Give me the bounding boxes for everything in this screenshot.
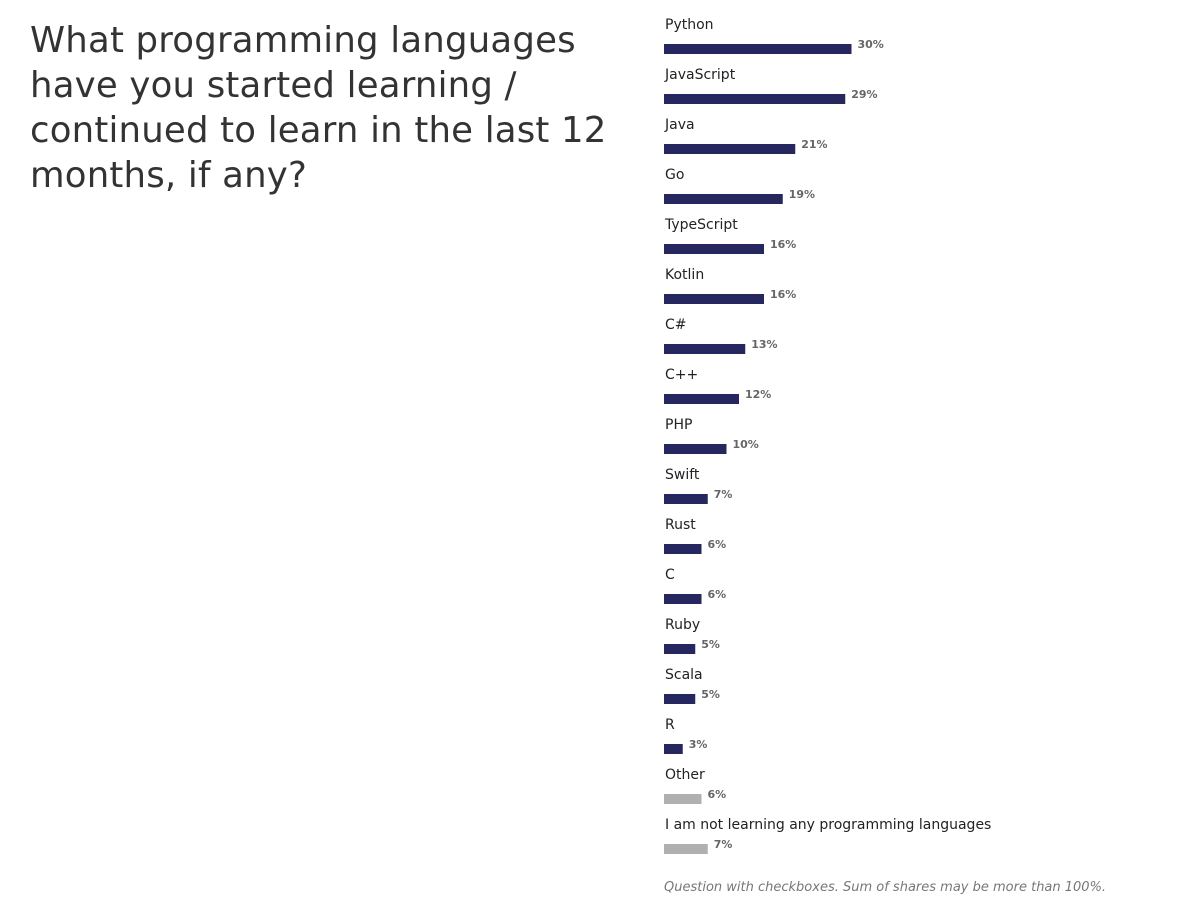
bar [664,194,783,204]
value-label: 6% [708,788,727,801]
category-label: JavaScript [664,67,736,83]
category-label: R [665,717,675,733]
value-label: 19% [789,188,815,201]
value-label: 13% [751,338,777,351]
value-label: 7% [714,838,733,851]
value-label: 3% [689,738,708,751]
bar [664,644,696,654]
value-label: 29% [851,88,877,101]
value-label: 16% [770,238,796,251]
category-label: PHP [665,417,692,433]
category-label: Python [665,17,714,33]
category-label: Swift [665,467,700,483]
bar [664,344,746,354]
value-label: 7% [714,488,733,501]
value-label: 10% [733,438,759,451]
category-label: C [665,567,675,583]
value-label: 16% [770,288,796,301]
value-label: 6% [708,588,727,601]
bar [664,794,702,804]
category-label: C++ [665,367,698,383]
bar [664,844,708,854]
category-label: Rust [665,517,696,533]
bar [664,94,846,104]
question-title: What programming languages have you star… [30,20,607,196]
footnote: Question with checkboxes. Sum of shares … [664,880,1107,895]
bar [664,394,739,404]
category-label: Other [665,767,705,783]
bar [664,444,727,454]
bar [664,294,764,304]
bar [664,494,708,504]
category-label: C# [665,317,687,333]
category-label: TypeScript [664,217,738,233]
bar [664,144,796,154]
category-label: Ruby [665,617,700,633]
bar [664,544,702,554]
category-label: I am not learning any programming langua… [665,817,991,833]
value-label: 12% [745,388,771,401]
bar [664,594,702,604]
value-label: 5% [701,638,720,651]
value-label: 30% [858,38,884,51]
bars-group: Python 30% JavaScript 29% Java 21% Go 19% TypeSc… [664,17,991,854]
bar [664,694,696,704]
value-label: 5% [701,688,720,701]
bar [664,244,764,254]
bar [664,44,852,54]
category-label: Kotlin [665,267,704,283]
category-label: Scala [665,667,703,683]
category-label: Java [664,117,695,133]
value-label: 6% [708,538,727,551]
category-label: Go [665,167,684,183]
value-label: 21% [801,138,827,151]
bar [664,744,683,754]
